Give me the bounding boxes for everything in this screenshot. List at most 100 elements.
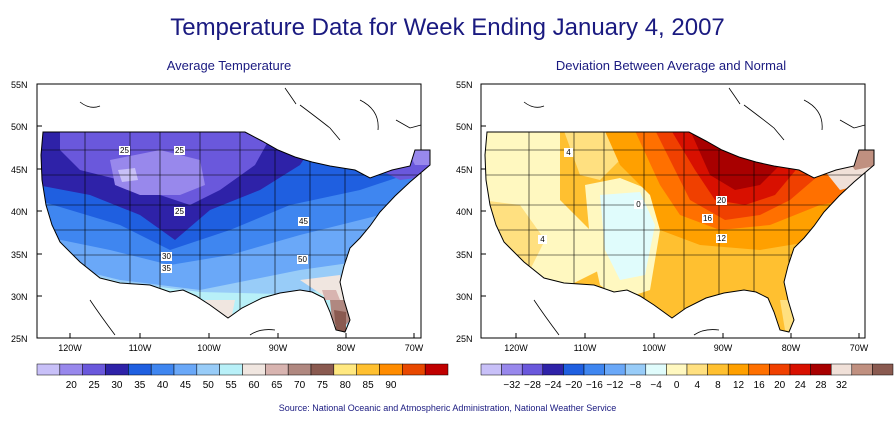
contour-label: 4 (540, 235, 545, 244)
right-lat-labels: 55N 50N 45N 40N 35N 30N 25N (456, 80, 473, 344)
colorbar-swatch (686, 363, 708, 376)
colorbar-label: 75 (317, 380, 329, 391)
contour-label: 35 (162, 264, 171, 273)
colorbar-swatch (287, 363, 312, 376)
lat-label: 50N (456, 122, 473, 132)
colorbar-swatch (645, 363, 667, 376)
colorbar-swatch (501, 363, 523, 376)
colorbar-swatch (59, 363, 83, 376)
colorbar-label: 40 (157, 380, 169, 391)
colorbar-swatch (402, 363, 426, 376)
colorbar-label: 24 (795, 380, 807, 391)
colorbar-label: −24 (545, 380, 562, 391)
lat-label: 35N (11, 250, 28, 260)
colorbar-label: 45 (180, 380, 192, 391)
colorbar-label: 50 (203, 380, 215, 391)
colorbar-label: 12 (733, 380, 745, 391)
colorbar-swatch (265, 363, 289, 376)
colorbar-swatch (356, 363, 380, 376)
colorbar-label: 90 (385, 380, 397, 391)
left-ticks (37, 125, 415, 338)
colorbar-label: −20 (565, 380, 582, 391)
colorbar-swatch (310, 363, 335, 376)
left-lon-labels: 120W 110W 100W 90W 80W 70W (58, 343, 424, 353)
colorbar-label: −4 (650, 380, 662, 391)
lon-label: 100W (197, 343, 221, 353)
contour-label: 16 (703, 214, 712, 223)
contour-label: 0 (636, 200, 641, 209)
contour-label: 50 (298, 255, 307, 264)
lat-label: 25N (11, 334, 28, 344)
colorbar-label: 8 (715, 380, 721, 391)
colorbar-label: 35 (134, 380, 146, 391)
lat-label: 55N (456, 80, 473, 90)
colorbar-label: 55 (226, 380, 238, 391)
contour-label: 45 (299, 217, 308, 226)
colorbar-swatch (424, 363, 449, 376)
contour-label: 25 (175, 207, 184, 216)
colorbar-label: 25 (89, 380, 101, 391)
colorbar-swatch (624, 363, 647, 376)
colorbar-swatch (769, 363, 791, 376)
colorbar-swatch (851, 363, 873, 376)
colorbar-label: 28 (815, 380, 827, 391)
colorbar-swatch (563, 363, 585, 376)
colorbar-swatch (789, 363, 811, 376)
lon-label: 80W (782, 343, 801, 353)
colorbar-label: −12 (606, 380, 623, 391)
lon-label: 110W (574, 343, 597, 353)
right-map-subtitle: Deviation Between Average and Normal (555, 58, 787, 73)
lon-label: 80W (337, 343, 356, 353)
lon-label: 70W (405, 343, 424, 353)
colorbar-swatch (480, 363, 502, 376)
right-lon-labels: 120W 110W 100W 90W 80W 70W (504, 343, 869, 353)
contour-label: 25 (120, 146, 129, 155)
colorbar-swatch (173, 363, 198, 376)
colorbar-swatch (872, 363, 894, 376)
colorbar-swatch (748, 363, 770, 376)
colorbar-label: −32 (503, 380, 520, 391)
lat-label: 30N (456, 292, 473, 302)
colorbar-label: 32 (836, 380, 848, 391)
colorbar-swatch (521, 363, 544, 376)
colorbar-label: 0 (674, 380, 680, 391)
colorbar-label: 20 (774, 380, 786, 391)
source-note: Source: National Oceanic and Atmospheric… (278, 403, 617, 413)
lon-label: 100W (642, 343, 666, 353)
lon-label: 90W (269, 343, 288, 353)
right-coastlines (523, 87, 866, 336)
average-temperature-map: 25 25 25 30 35 45 50 55N 50N 45N 40N 35N… (11, 80, 449, 391)
lon-label: 120W (58, 343, 82, 353)
colorbar-label: 60 (248, 380, 260, 391)
colorbar-swatch (105, 363, 129, 376)
colorbar-label: −8 (630, 380, 642, 391)
colorbar-swatch (242, 363, 266, 376)
colorbar-label: 30 (111, 380, 123, 391)
lon-label: 90W (714, 343, 733, 353)
colorbar-swatch (36, 363, 61, 376)
lat-label: 40N (11, 207, 28, 217)
deviation-map: 4 4 0 20 16 12 55N 50N 45N 40N 35N 30N 2… (456, 80, 894, 391)
colorbar-swatch (604, 363, 626, 376)
right-ticks (481, 125, 860, 338)
lon-label: 110W (129, 343, 152, 353)
colorbar-swatch (830, 363, 853, 376)
lat-label: 45N (11, 165, 28, 175)
lon-label: 70W (850, 343, 869, 353)
colorbar-label: 65 (271, 380, 283, 391)
contour-label: 4 (566, 148, 571, 157)
colorbar-swatch (333, 363, 357, 376)
colorbar-swatch (128, 363, 152, 376)
average-temperature-colorbar: 20 25 30 35 40 45 50 55 60 65 70 75 80 85 90 (36, 363, 449, 391)
colorbar-label: 80 (340, 380, 352, 391)
colorbar-swatch (810, 363, 832, 376)
colorbar-label: 16 (754, 380, 766, 391)
colorbar-label: 4 (695, 380, 701, 391)
colorbar-swatch (196, 363, 220, 376)
colorbar-swatch (666, 363, 688, 376)
colorbar-label: 20 (66, 380, 78, 391)
deviation-colorbar: −32 −28 −24 −20 −16 −12 −8 −4 0 4 8 12 16 20 24 28 32 (480, 363, 894, 391)
page-title: Temperature Data for Week Ending January… (170, 14, 725, 41)
lat-label: 50N (11, 122, 28, 132)
